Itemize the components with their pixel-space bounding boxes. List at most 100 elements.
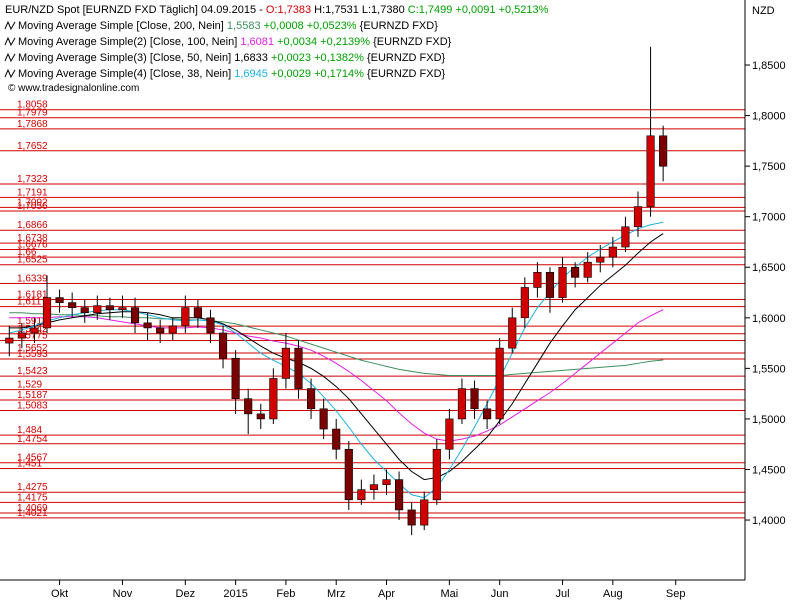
x-tick-label: Feb <box>276 588 295 600</box>
y-tick-label: 1,7000 <box>752 212 786 224</box>
y-tick-label: 1,6000 <box>752 313 786 325</box>
x-tick-label: Jun <box>491 588 509 600</box>
level-label: 1,4069 <box>17 503 48 514</box>
header-part: H:1,7531 L:1,7380 <box>311 4 408 16</box>
level-label: 1,5083 <box>17 401 48 412</box>
level-label: 1,6676 <box>17 239 48 250</box>
level-label: 1,451 <box>17 458 42 469</box>
level-label: 1,4175 <box>17 492 48 503</box>
header-part: EUR/NZD Spot [EURNZD FXD Täglich] 04.09.… <box>5 4 266 16</box>
candle-body <box>168 325 177 334</box>
legend-change: +0,0034 +0,2139% <box>274 36 370 48</box>
x-tick-label: Aug <box>603 588 623 600</box>
level-label: 1,66 <box>17 247 37 258</box>
candle-body <box>193 307 202 319</box>
level-label: 1,6525 <box>17 255 48 266</box>
legend-icon <box>4 52 16 63</box>
legend-change: +0,0008 +0,0523% <box>261 20 357 32</box>
legend-icon <box>4 36 16 47</box>
candle-body <box>17 332 26 339</box>
header-part: C:1,7499 +0,0091 +0,5213% <box>408 4 549 16</box>
candle-body <box>42 297 52 329</box>
candle-body <box>218 332 228 359</box>
candle-body <box>344 448 353 501</box>
candle-body <box>319 408 328 430</box>
y-tick-label: 1,8000 <box>752 111 786 123</box>
legend-entry: Moving Average Simple(2) [Close, 100, Ne… <box>18 36 452 48</box>
level-label: 1,4275 <box>17 482 48 493</box>
legend-entry: Moving Average Simple(4) [Close, 38, Nei… <box>18 68 446 80</box>
watermark: © www.tradesignalonline.com <box>8 83 139 94</box>
candle-body <box>306 388 316 410</box>
candle-body <box>357 489 366 501</box>
candle-body <box>118 307 127 311</box>
candle-body <box>470 388 479 410</box>
candle-body <box>545 272 555 298</box>
legend: EUR/NZD Spot [EURNZD FXD Täglich] 04.09.… <box>4 4 549 80</box>
candle-body <box>571 266 580 278</box>
legend-symbol: {EURNZD FXD} <box>364 52 446 64</box>
level-label: 1,6181 <box>17 290 48 301</box>
y-tick-label: 1,7500 <box>752 161 786 173</box>
candle-body <box>445 418 454 450</box>
candle-body <box>420 499 429 526</box>
candle-body <box>483 408 492 420</box>
legend-icon <box>4 20 16 31</box>
x-tick-label: Okt <box>51 588 68 600</box>
legend-name: Moving Average Simple(4) [Close, 38, Nei… <box>18 68 231 80</box>
candle-body <box>432 448 441 501</box>
x-tick-label: 2015 <box>223 588 247 600</box>
y-tick-label: 1,5500 <box>752 363 786 375</box>
y-tick-label: 1,6500 <box>752 262 786 274</box>
level-label: 1,8058 <box>17 100 48 111</box>
candle-body <box>130 307 140 324</box>
candle-body <box>332 428 341 450</box>
candle-body <box>294 347 303 389</box>
candle-body <box>256 413 265 420</box>
axis-label: NZD <box>752 5 775 17</box>
candle-body <box>533 272 542 288</box>
level-label: 1,6738 <box>17 233 48 244</box>
x-tick-label: Nov <box>113 588 133 600</box>
level-label: 1,7652 <box>17 141 48 152</box>
candle-body <box>633 206 643 228</box>
legend-icon <box>4 68 16 79</box>
x-tick-label: Sep <box>666 588 686 600</box>
candle-body <box>244 398 253 415</box>
level-label: 1,4567 <box>17 453 48 464</box>
candle-body <box>495 347 504 420</box>
candle-body <box>231 357 240 399</box>
candle-body <box>281 347 290 379</box>
moving-average-line <box>9 309 664 442</box>
candle-body <box>156 327 165 334</box>
levels: 1,80581,79791,78681,76521,73231,71911,70… <box>0 100 745 519</box>
candle-body <box>80 307 89 314</box>
candle-body <box>457 388 467 420</box>
level-label: 1,5652 <box>17 343 48 354</box>
candle-body <box>407 509 416 526</box>
level-label: 1,7868 <box>17 119 48 130</box>
legend-entry: Moving Average Simple(3) [Close, 50, Nei… <box>18 52 446 64</box>
candle-body <box>55 297 64 303</box>
y-tick-label: 1,5000 <box>752 414 786 426</box>
candles <box>5 46 668 536</box>
header: EUR/NZD Spot [EURNZD FXD Täglich] 04.09.… <box>5 4 549 16</box>
header-part: O:1,7383 <box>266 4 311 16</box>
legend-name: Moving Average Simple [Close, 200, Nein] <box>18 20 224 32</box>
level-label: 1,7979 <box>17 108 48 119</box>
x-tick-label: Apr <box>378 588 395 600</box>
candle-body <box>181 307 190 327</box>
candle-body <box>269 378 278 420</box>
candle-body <box>206 317 215 334</box>
legend-change: +0,0029 +0,1714% <box>268 68 364 80</box>
moving-average-line <box>9 312 664 376</box>
candle-body <box>583 261 592 278</box>
x-tick-label: Dez <box>176 588 196 600</box>
level-label: 1,7056 <box>17 201 48 212</box>
legend-symbol: {EURNZD FXD} <box>357 20 439 32</box>
x-tick-label: Mai <box>441 588 459 600</box>
x-tick-label: Mrz <box>327 588 345 600</box>
moving-average-line <box>9 221 664 499</box>
legend-entry: Moving Average Simple [Close, 200, Nein]… <box>18 20 438 32</box>
